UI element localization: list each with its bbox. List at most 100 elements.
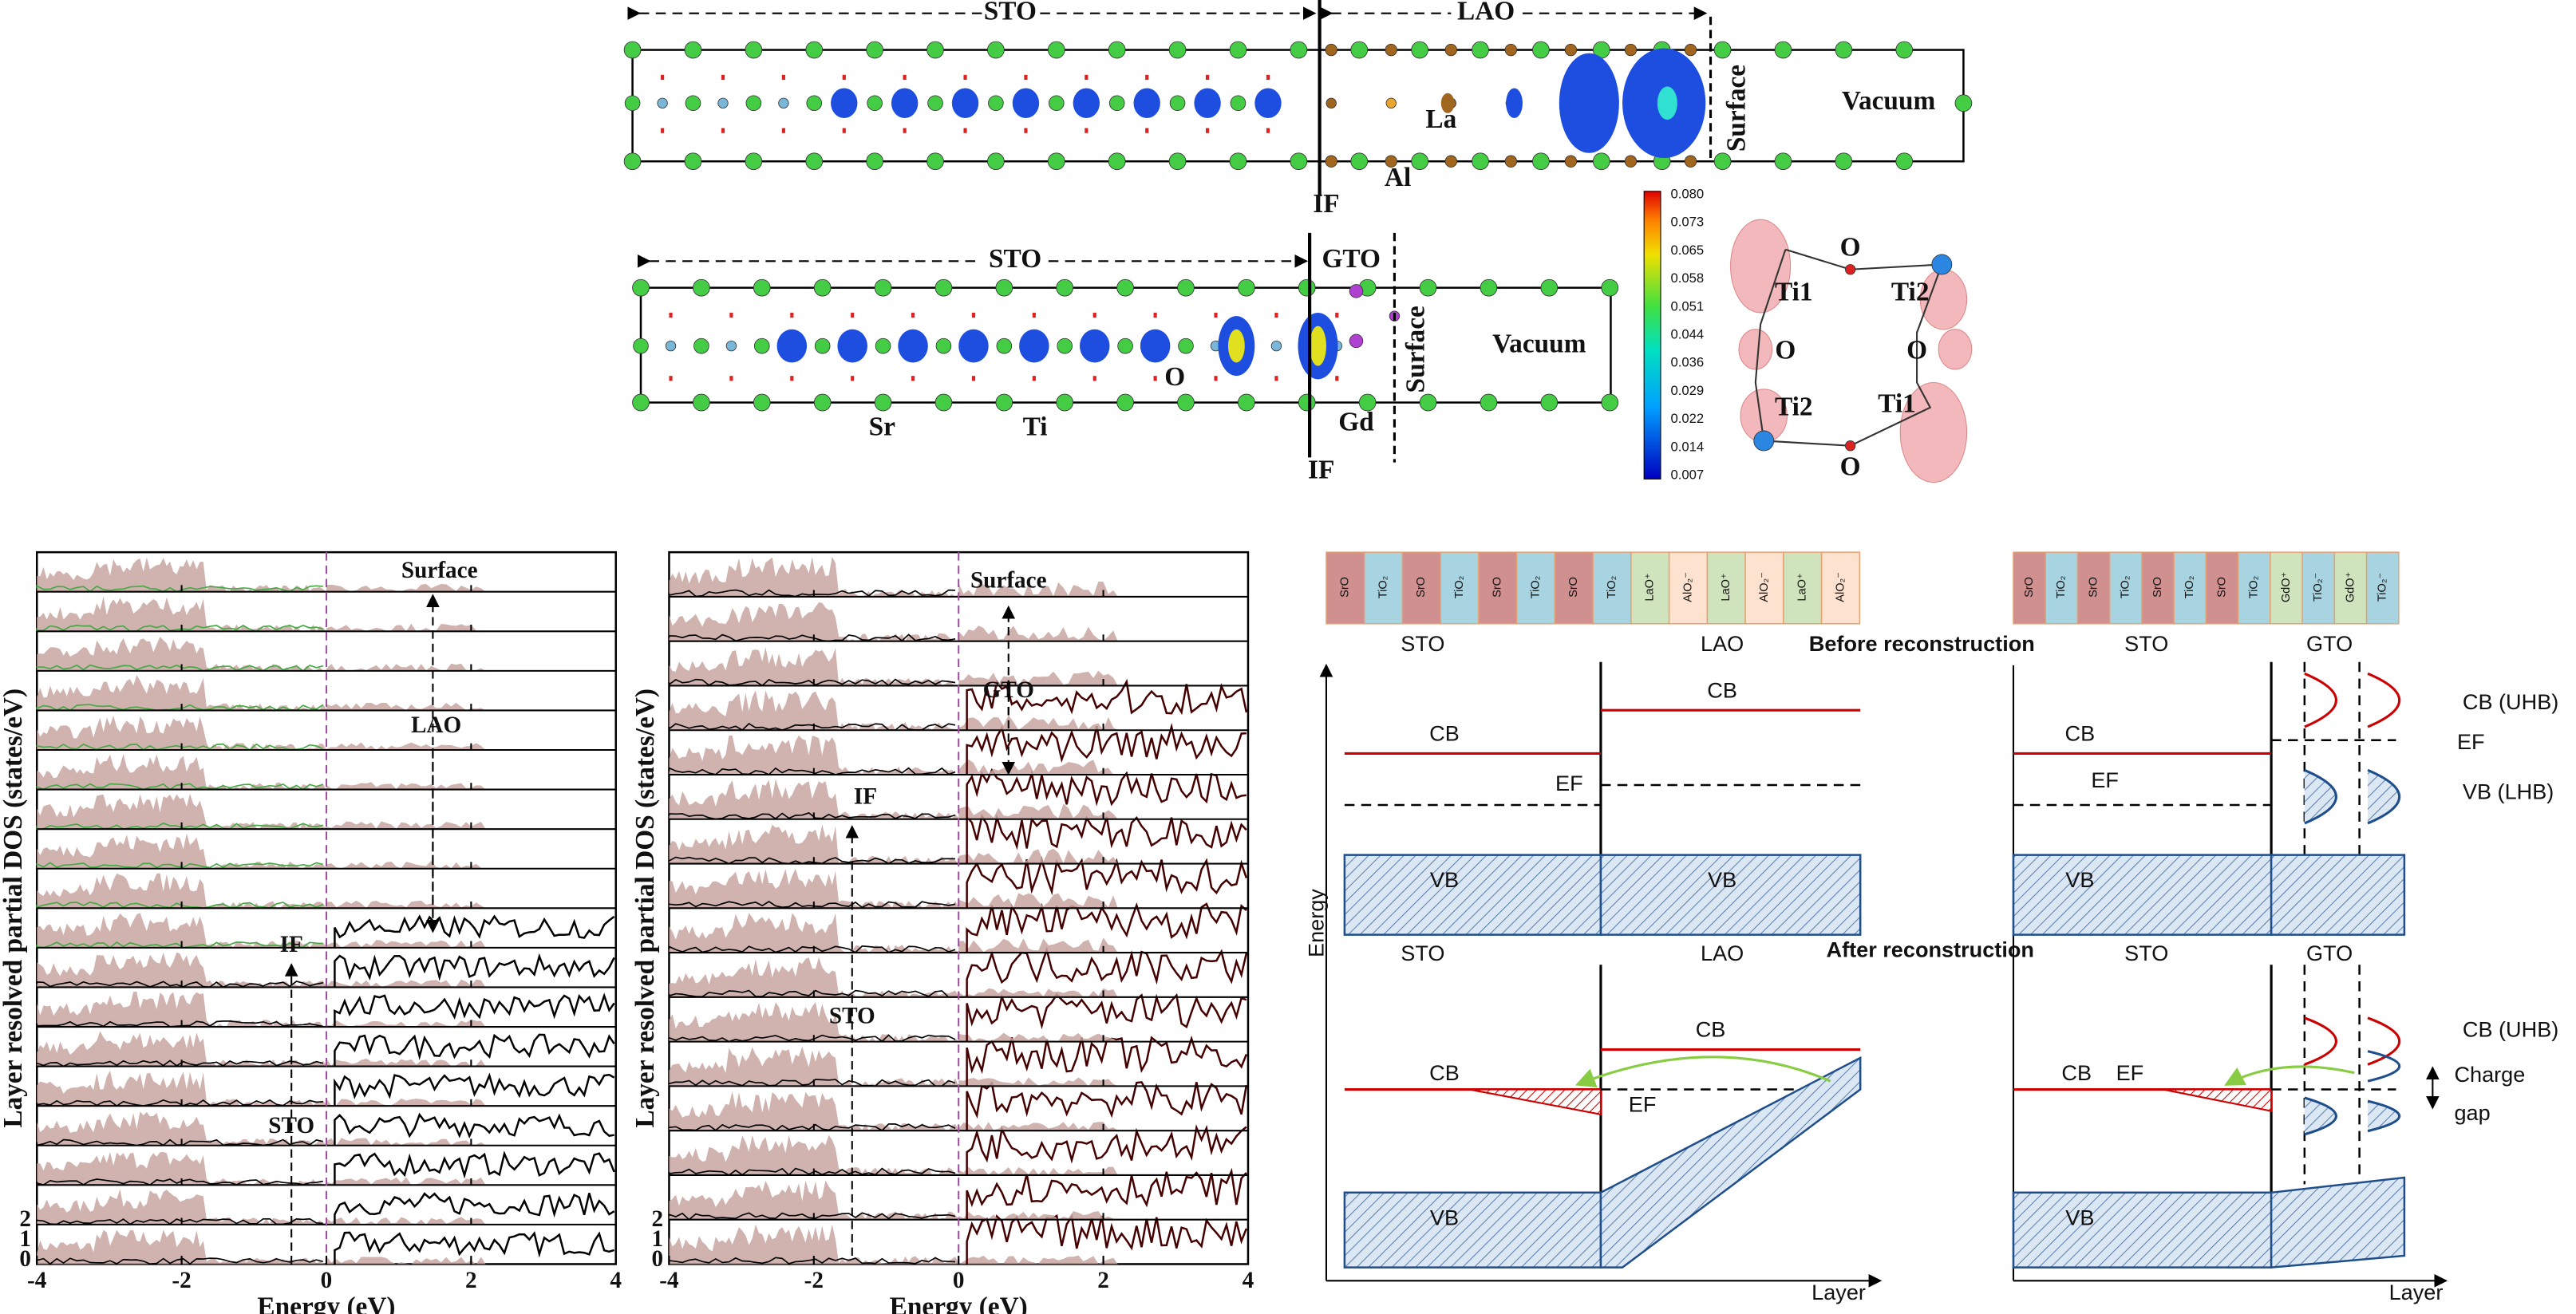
dos-line <box>668 989 956 998</box>
atom <box>866 41 883 59</box>
dos-area <box>669 602 1118 641</box>
dos-line <box>668 901 956 909</box>
atom <box>745 95 762 112</box>
valence-band <box>2012 1191 2273 1269</box>
layer <box>1592 551 1632 625</box>
dos-line <box>668 945 956 953</box>
oxygen <box>911 312 915 318</box>
atom <box>1177 393 1195 412</box>
atom <box>866 152 883 171</box>
layer <box>1554 551 1594 625</box>
dos-line <box>36 704 324 712</box>
orbital-lobe <box>1899 381 1968 483</box>
layer <box>1783 551 1823 625</box>
atom <box>1540 393 1559 412</box>
oxygen <box>851 376 855 381</box>
atom <box>1350 152 1369 171</box>
atom <box>1564 43 1578 57</box>
atom <box>1177 278 1195 297</box>
dos-area <box>37 833 486 869</box>
atom <box>1116 278 1134 297</box>
atom <box>1504 43 1518 57</box>
layer <box>2045 551 2079 625</box>
dos-area <box>37 675 486 711</box>
label: Layer <box>2389 1280 2444 1304</box>
oxygen <box>1335 312 1339 318</box>
charge-density <box>831 88 858 119</box>
hubbard-band <box>2304 1096 2337 1136</box>
atom <box>623 152 642 171</box>
valence-band <box>1599 1056 1862 1269</box>
layer <box>2301 551 2336 625</box>
valence-band <box>2270 1176 2406 1269</box>
charge-density <box>1133 88 1160 119</box>
atom <box>1385 97 1397 109</box>
label: 2 <box>465 1268 477 1293</box>
hubbard-band <box>2367 1016 2401 1066</box>
oxygen <box>1092 312 1096 318</box>
dos-line <box>334 953 615 988</box>
atom <box>1350 41 1369 59</box>
label: CB (UHB) <box>2463 1017 2558 1042</box>
oxygen <box>1085 74 1088 81</box>
label: 2 <box>1097 1268 1109 1293</box>
charge-density <box>1254 88 1282 119</box>
atom <box>657 97 668 109</box>
atom <box>813 393 832 412</box>
label: O <box>1164 362 1185 392</box>
oxygen <box>661 128 665 133</box>
charge-density <box>1657 86 1677 120</box>
atom <box>725 340 737 352</box>
oxygen <box>1145 128 1149 133</box>
dos-line <box>668 723 956 732</box>
dos-area <box>37 1229 486 1265</box>
charge-density <box>1506 88 1523 119</box>
atom <box>745 152 763 171</box>
oxygen <box>911 376 915 381</box>
label: IF <box>1308 456 1334 485</box>
oxygen <box>721 74 725 81</box>
atom <box>1601 393 1619 412</box>
label: CB <box>1429 721 1460 746</box>
label: GdO⁺ <box>2280 572 2293 602</box>
label: O <box>1775 336 1796 365</box>
dos-area <box>37 1031 486 1067</box>
atom <box>1774 152 1792 171</box>
label: TiO₂ <box>1453 576 1466 599</box>
oxygen <box>790 376 794 381</box>
oxygen <box>1153 376 1157 381</box>
charge-density <box>1194 88 1221 119</box>
oxygen <box>1092 376 1096 381</box>
dos-line <box>334 1112 614 1146</box>
oxygen <box>971 376 976 381</box>
label: 0.029 <box>1671 383 1705 398</box>
label: VB <box>1430 1205 1459 1229</box>
dos-line <box>334 1072 615 1107</box>
layer <box>1630 551 1670 625</box>
atom <box>685 95 701 112</box>
dos-line <box>668 811 956 820</box>
label: -4 <box>27 1268 47 1293</box>
label: LAO <box>1457 0 1515 26</box>
oxygen <box>1145 74 1149 81</box>
dos-line <box>668 767 956 775</box>
dos-line <box>36 822 324 831</box>
dos-line <box>334 992 615 1028</box>
layer <box>2173 551 2207 625</box>
hubbard-band <box>2304 1016 2337 1066</box>
layer <box>2333 551 2368 625</box>
charge-transfer <box>1574 1056 1831 1087</box>
oxygen <box>1206 74 1210 81</box>
atom <box>1168 152 1187 171</box>
label: STO <box>1401 631 1444 656</box>
atom <box>927 95 943 112</box>
label: Layer <box>1811 1280 1866 1304</box>
atom <box>1298 278 1316 297</box>
dos-line <box>668 856 956 865</box>
dos-line <box>668 1123 956 1132</box>
label: 4 <box>610 1268 622 1293</box>
orbital-lobe <box>1938 329 1973 370</box>
charge-density <box>1559 53 1619 153</box>
oxygen <box>1266 128 1270 133</box>
atom <box>632 278 650 297</box>
